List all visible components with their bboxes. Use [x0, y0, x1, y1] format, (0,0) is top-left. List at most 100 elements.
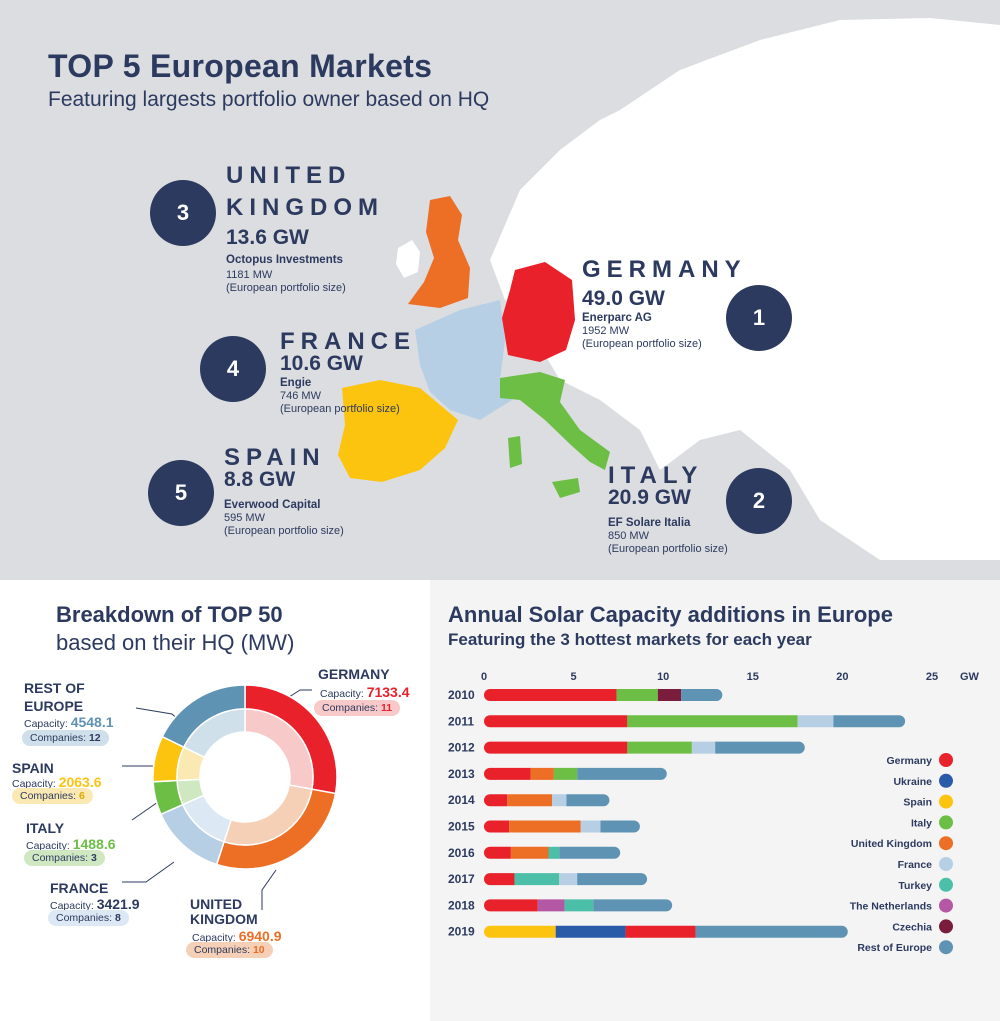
chart-section: Annual Solar Capacity additions in Europ…: [432, 580, 1000, 1021]
capacity-label: Capacity:: [192, 932, 236, 944]
donut-inner-segment: [182, 708, 246, 759]
bar-segment: [559, 846, 621, 859]
bar-segment: [484, 741, 628, 754]
capacity-value-france: 3421.9: [96, 896, 140, 912]
bar-segment: [616, 689, 658, 701]
breakdown-name-rest-line2: EUROPE: [24, 698, 84, 714]
legend-swatch: [939, 919, 953, 934]
market-owner-mw-spain: 595 MW: [224, 512, 265, 524]
market-owner-spain: Everwood Capital: [224, 499, 321, 511]
bar-segment: [553, 767, 578, 780]
legend-swatch: [939, 940, 953, 955]
leader-france: [122, 861, 175, 883]
year-label: 2018: [448, 898, 475, 912]
bar-segment: [484, 820, 510, 833]
scandinavia: [560, 100, 670, 240]
companies-label: Companies:: [322, 702, 379, 714]
bar-segment: [564, 899, 594, 912]
breakdown-capacity-uk: Capacity: 6940.9: [192, 928, 282, 944]
companies-value-italy: 3: [90, 852, 97, 864]
legend-label: Spain: [903, 797, 932, 809]
year-label: 2014: [448, 793, 475, 807]
x-tick-label: 15: [747, 671, 759, 683]
market-owner-uk: Octopus Investments: [226, 254, 343, 266]
bar-segment: [484, 899, 538, 912]
capacity-value-germany: 7133.4: [366, 684, 410, 700]
bar-segment: [555, 925, 626, 938]
rank-badge-italy: 2: [726, 468, 792, 534]
bar-segment: [695, 925, 848, 938]
bar-segment: [559, 873, 578, 886]
sicily-shape: [552, 478, 580, 498]
market-name-uk-line1: UNITED: [226, 162, 352, 189]
bar-segment: [625, 925, 696, 938]
rank-badge-france: 4: [200, 336, 266, 402]
capacity-value-uk: 6940.9: [238, 928, 282, 944]
capacity-value-rest: 4548.1: [70, 714, 114, 730]
companies-pill-italy: Companies: 3: [24, 850, 105, 866]
map-title: TOP 5 European Markets: [48, 48, 433, 84]
bar-segment: [627, 715, 798, 728]
market-name-germany: GERMANY: [582, 256, 747, 283]
year-label: 2011: [448, 714, 474, 728]
breakdown-capacity-rest: Capacity: 4548.1: [24, 714, 114, 730]
market-name-uk-line2: KINGDOM: [226, 194, 384, 221]
leader-italy: [131, 801, 159, 821]
sardinia-shape: [508, 436, 522, 468]
market-owner-germany: Enerparc AG: [582, 312, 652, 324]
market-capacity-italy: 20.9 GW: [608, 486, 691, 509]
bar-segment: [833, 715, 906, 728]
year-label: 2012: [448, 741, 475, 755]
legend-label: The Netherlands: [850, 901, 932, 913]
legend-swatch: [939, 836, 953, 851]
legend-swatch: [939, 898, 953, 913]
year-label: 2013: [448, 767, 475, 781]
companies-value-rest: 12: [88, 732, 101, 744]
bar-segment: [552, 794, 567, 807]
x-tick-label: 25: [926, 671, 938, 683]
capacity-bar-chart: 0 5 10 15 20 25 GW 2010 2011 2012 2013 2014 2015 2016…: [448, 671, 980, 955]
year-label: 2016: [448, 846, 475, 860]
bar-segment: [548, 846, 560, 859]
rank-badge-germany: 1: [726, 285, 792, 351]
map-section: TOP 5 European Markets Featuring largest…: [0, 0, 1000, 580]
ireland: [396, 240, 420, 278]
market-capacity-uk: 13.6 GW: [226, 226, 309, 249]
x-tick-label: 20: [836, 671, 848, 683]
spain-shape: [338, 380, 458, 482]
market-owner-italy: EF Solare Italia: [608, 517, 691, 529]
bar-segment: [484, 715, 628, 728]
legend-swatch: [939, 857, 953, 871]
market-name-spain: SPAIN: [224, 444, 326, 471]
capacity-value-italy: 1488.6: [72, 836, 116, 852]
capacity-label: Capacity:: [320, 688, 364, 700]
breakdown-name-germany: GERMANY: [318, 666, 390, 682]
companies-label: Companies:: [30, 732, 87, 744]
market-owner-mw-uk: 1181 MW: [226, 269, 273, 281]
companies-value-france: 8: [114, 912, 121, 924]
germany-shape: [502, 262, 575, 362]
bar-segment: [509, 820, 581, 833]
bar-segment: [593, 899, 673, 912]
market-note-uk: (European portfolio size): [226, 282, 346, 294]
companies-value-germany: 11: [380, 702, 393, 714]
rank-badge-spain: 5: [148, 460, 214, 526]
legend-swatch: [939, 773, 953, 788]
breakdown-name-italy: ITALY: [26, 820, 65, 836]
bar-segment: [484, 925, 556, 938]
legend-label: Turkey: [898, 880, 932, 892]
legend-label: France: [898, 859, 933, 871]
companies-pill-spain: Companies: 6: [12, 788, 93, 804]
breakdown-capacity-germany: Capacity: 7133.4: [320, 684, 410, 700]
market-note-spain: (European portfolio size): [224, 525, 344, 537]
market-capacity-germany: 49.0 GW: [582, 287, 665, 310]
chart-title: Annual Solar Capacity additions in Europ…: [448, 602, 893, 627]
year-label: 2019: [448, 925, 475, 939]
market-name-france: FRANCE: [280, 328, 416, 355]
bar-segment: [577, 873, 648, 886]
breakdown-section: Breakdown of TOP 50 based on their HQ (M…: [0, 580, 430, 1021]
companies-label: Companies:: [20, 790, 77, 802]
market-owner-france: Engie: [280, 377, 312, 389]
bar-segment: [600, 820, 640, 833]
companies-value-spain: 6: [78, 790, 85, 802]
